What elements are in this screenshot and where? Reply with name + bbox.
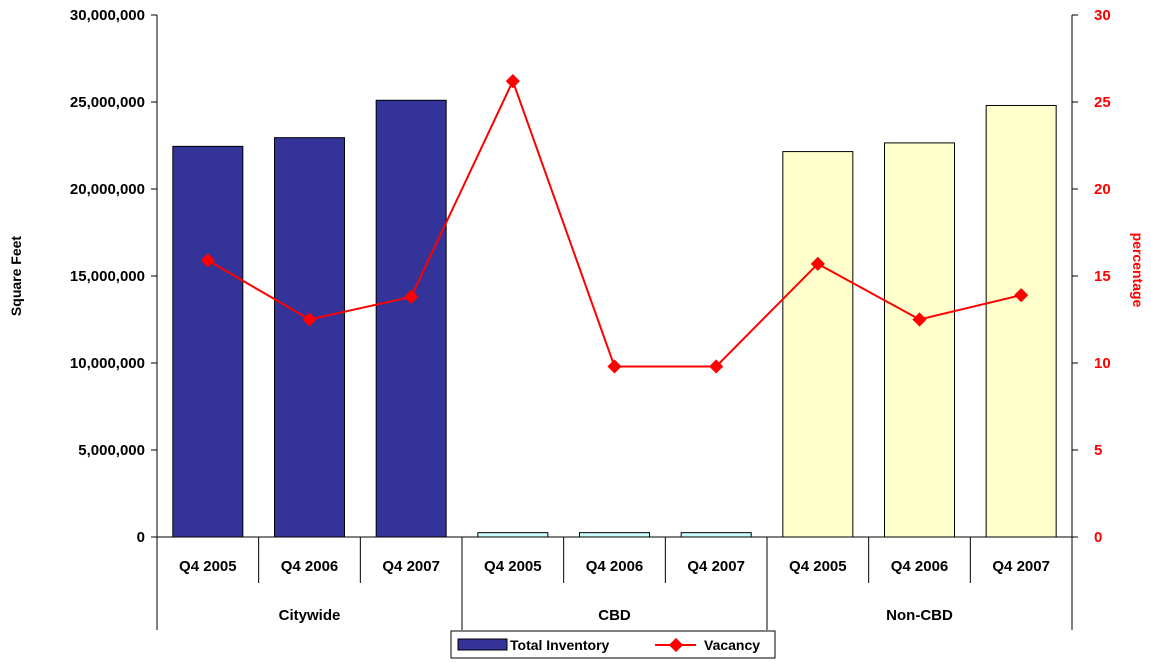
x-tick-label: Q4 2007	[687, 558, 745, 575]
bar-4	[477, 532, 549, 538]
vacancy-point-6	[709, 359, 724, 374]
y-tick-label: 10,000,000	[70, 355, 145, 372]
y2-tick-label: 10	[1094, 355, 1111, 372]
legend-swatch-total-inventory	[457, 638, 508, 651]
y2-tick-label: 15	[1094, 268, 1111, 285]
x-tick-label: Q4 2006	[586, 558, 644, 575]
y-tick-label: 0	[137, 529, 145, 546]
x-group-label: Citywide	[279, 607, 341, 624]
bar-3	[375, 99, 447, 538]
bar-1	[172, 145, 244, 538]
y-axis-title: Square Feet	[8, 236, 24, 316]
x-group-label: Non-CBD	[886, 607, 953, 624]
legend: Total Inventory Vacancy	[450, 630, 776, 659]
plot-area	[172, 74, 1057, 538]
bar-7	[782, 151, 854, 538]
vacancy-point-2	[302, 312, 317, 327]
vacancy-point-5	[607, 359, 622, 374]
y-tick-label: 20,000,000	[70, 181, 145, 198]
y-tick-label: 25,000,000	[70, 94, 145, 111]
y2-tick-label: 5	[1094, 442, 1102, 459]
vacancy-point-1	[200, 253, 215, 268]
legend-label-total-inventory: Total Inventory	[510, 637, 610, 653]
x-tick-label: Q4 2007	[992, 558, 1050, 575]
x-tick-label: Q4 2006	[891, 558, 949, 575]
y2-tick-label: 25	[1094, 94, 1111, 111]
x-tick-label: Q4 2006	[281, 558, 339, 575]
vacancy-point-7	[810, 256, 825, 271]
y-tick-label: 15,000,000	[70, 268, 145, 285]
x-tick-label: Q4 2005	[484, 558, 542, 575]
x-group-label: CBD	[598, 607, 631, 624]
bar-8	[884, 142, 955, 538]
bar-9	[985, 104, 1057, 538]
y2-tick-label: 0	[1094, 529, 1102, 546]
x-tick-label: Q4 2005	[789, 558, 847, 575]
vacancy-point-4	[505, 74, 520, 89]
x-tick-label: Q4 2007	[382, 558, 440, 575]
bar-6	[680, 532, 752, 538]
x-tick-label: Q4 2005	[179, 558, 237, 575]
y2-tick-label: 30	[1094, 7, 1111, 24]
y2-tick-label: 20	[1094, 181, 1111, 198]
y-tick-label: 5,000,000	[78, 442, 145, 459]
y2-axis-title: percentage	[1130, 233, 1146, 308]
vacancy-point-3	[404, 289, 419, 304]
legend-label-vacancy: Vacancy	[704, 637, 760, 653]
bar-2	[274, 137, 345, 538]
vacancy-point-8	[912, 312, 927, 327]
y-tick-label: 30,000,000	[70, 7, 145, 24]
axes: 0 5,000,000 10,000,000 15,000,000 20,000,000…	[70, 7, 1111, 630]
legend-marker-vacancy	[668, 637, 684, 653]
bar-5	[579, 532, 650, 538]
